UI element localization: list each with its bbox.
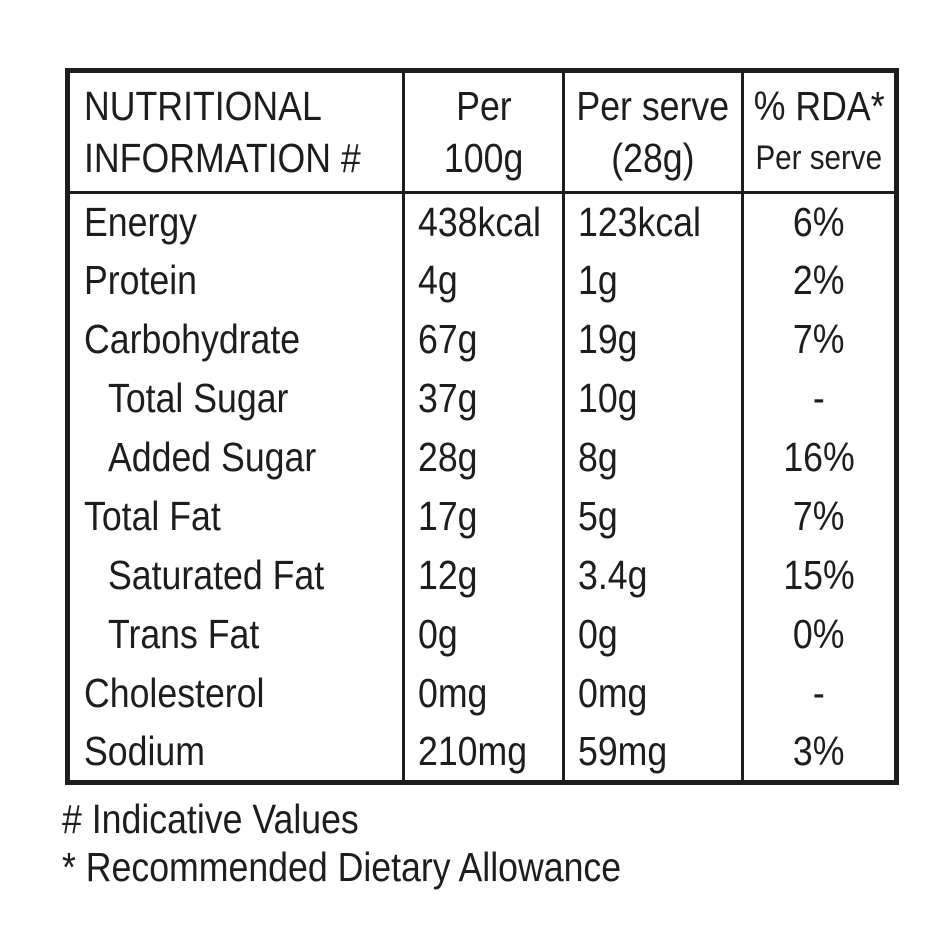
nutrient-label: Added Sugar [108,434,317,481]
nutrition-table: NUTRITIONAL INFORMATION # Per 100g Per s… [65,68,899,785]
table-row-total-sugar: Total Sugar 37g 10g - [68,369,897,429]
value-per-100g: 4g [402,251,564,311]
value-per-100g: 0g [402,605,564,665]
header-cell-rda: % RDA* Per serve [740,70,897,194]
value-per-100g: 37g [402,369,564,429]
value-rda-percent: - [740,369,897,429]
nutrient-label: Cholesterol [84,670,265,717]
header-per100g-line2: 100g [443,135,524,181]
table-row-protein: Protein 4g 1g 2% [68,251,897,311]
value-per-100g: 28g [402,428,564,488]
nutrient-label: Energy [84,199,198,246]
header-cell-per-serve: Per serve (28g) [562,70,743,194]
value-rda-percent: 7% [740,487,897,547]
header-row: NUTRITIONAL INFORMATION # Per 100g Per s… [67,70,897,194]
footnote-recommended-dietary-allowance: * Recommended Dietary Allowance [62,844,622,890]
value-per-100g: 17g [402,487,564,547]
table-row-energy: Energy 438kcal 123kcal 6% [68,192,897,252]
value-per-serve: 59mg [562,723,743,783]
nutrient-label: Total Fat [84,493,221,540]
header-perserve-line2: (28g) [611,135,695,181]
header-cell-per-100g: Per 100g [402,70,564,194]
value-rda-percent: - [740,664,897,724]
table-row-saturated-fat: Saturated Fat 12g 3.4g 15% [68,546,897,606]
value-per-serve: 1g [562,251,743,311]
footnote-indicative-values: # Indicative Values [62,796,359,842]
value-rda-percent: 6% [740,192,897,252]
table-row-carbohydrate: Carbohydrate 67g 19g 7% [68,310,897,370]
value-per-100g: 67g [402,310,564,370]
value-per-100g: 0mg [402,664,564,724]
footnotes: # Indicative Values * Recommended Dietar… [62,795,705,891]
header-nutrient-line1: NUTRITIONAL [84,83,322,129]
value-rda-percent: 0% [740,605,897,665]
table-row-total-fat: Total Fat 17g 5g 7% [68,487,897,547]
value-per-serve: 0g [562,605,743,665]
table-row-trans-fat: Trans Fat 0g 0g 0% [68,605,897,665]
value-per-serve: 19g [562,310,743,370]
nutrient-label: Carbohydrate [84,316,301,363]
value-per-serve: 0mg [562,664,743,724]
header-perserve-line1: Per serve [576,83,730,129]
nutrient-label: Total Sugar [108,375,289,422]
value-rda-percent: 16% [740,428,897,488]
value-per-serve: 10g [562,369,743,429]
value-rda-percent: 15% [740,546,897,606]
table-row-sodium: Sodium 210mg 59mg 3% [68,723,897,783]
value-per-serve: 123kcal [562,192,743,252]
value-per-serve: 8g [562,428,743,488]
nutrient-label: Sodium [84,728,205,775]
value-rda-percent: 2% [740,251,897,311]
header-rda-line1: % RDA* [753,83,885,129]
value-rda-percent: 3% [740,723,897,783]
nutrient-label: Protein [84,257,198,304]
header-nutrient-line2: INFORMATION # [84,135,361,181]
header-rda-line2: Per serve [755,139,883,177]
header-per100g-line1: Per [455,83,512,129]
table-row-cholesterol: Cholesterol 0mg 0mg - [68,664,897,724]
nutrient-label: Saturated Fat [108,552,325,599]
value-per-100g: 438kcal [402,192,564,252]
value-per-100g: 12g [402,546,564,606]
value-per-serve: 5g [562,487,743,547]
nutrient-label: Trans Fat [108,611,260,658]
value-rda-percent: 7% [740,310,897,370]
header-cell-nutrient: NUTRITIONAL INFORMATION # [67,70,404,194]
value-per-100g: 210mg [402,723,564,783]
table-row-added-sugar: Added Sugar 28g 8g 16% [68,428,897,488]
value-per-serve: 3.4g [562,546,743,606]
